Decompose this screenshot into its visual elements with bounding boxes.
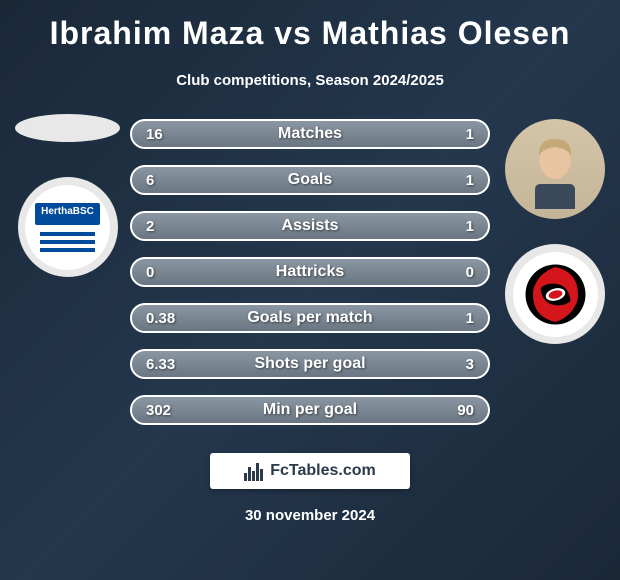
stat-right-value: 90 [457, 402, 474, 419]
stat-right-value: 1 [466, 310, 474, 327]
stat-left-value: 0.38 [146, 310, 175, 327]
club-left-avatar [18, 177, 118, 277]
stats-area: 16 Matches 1 6 Goals 1 2 Assists 1 0 Hat… [10, 119, 610, 425]
person-icon [515, 129, 595, 209]
stat-row-goals-per-match: 0.38 Goals per match 1 [130, 303, 490, 333]
stat-label: Assists [282, 217, 339, 235]
stat-right-value: 3 [466, 356, 474, 373]
footer-brand-button[interactable]: FcTables.com [210, 453, 410, 489]
right-avatars [505, 119, 605, 344]
hertha-logo-icon [25, 185, 110, 270]
stat-left-value: 16 [146, 126, 163, 143]
page-subtitle: Club competitions, Season 2024/2025 [176, 72, 444, 89]
left-avatars [15, 114, 120, 277]
date-text: 30 november 2024 [245, 507, 375, 524]
stat-right-value: 0 [466, 264, 474, 281]
stat-row-shots-per-goal: 6.33 Shots per goal 3 [130, 349, 490, 379]
stat-row-goals: 6 Goals 1 [130, 165, 490, 195]
player-right-avatar [505, 119, 605, 219]
page-title: Ibrahim Maza vs Mathias Olesen [50, 15, 571, 52]
stat-label: Matches [278, 125, 342, 143]
footer-brand-text: FcTables.com [270, 462, 376, 480]
stat-label: Min per goal [263, 401, 357, 419]
stat-left-value: 2 [146, 218, 154, 235]
stat-label: Goals [288, 171, 332, 189]
stat-left-value: 6 [146, 172, 154, 189]
stat-right-value: 1 [466, 218, 474, 235]
stat-row-matches: 16 Matches 1 [130, 119, 490, 149]
stat-left-value: 302 [146, 402, 171, 419]
stats-list: 16 Matches 1 6 Goals 1 2 Assists 1 0 Hat… [130, 119, 490, 425]
player-left-avatar [15, 114, 120, 142]
stat-label: Goals per match [247, 309, 372, 327]
stat-row-min-per-goal: 302 Min per goal 90 [130, 395, 490, 425]
stat-label: Hattricks [276, 263, 344, 281]
bar-chart-icon [244, 461, 264, 481]
stat-label: Shots per goal [254, 355, 365, 373]
stat-left-value: 0 [146, 264, 154, 281]
stat-left-value: 6.33 [146, 356, 175, 373]
stat-right-value: 1 [466, 126, 474, 143]
stat-row-assists: 2 Assists 1 [130, 211, 490, 241]
club-right-avatar [505, 244, 605, 344]
stat-right-value: 1 [466, 172, 474, 189]
comparison-card: Ibrahim Maza vs Mathias Olesen Club comp… [0, 0, 620, 580]
hurricane-logo-icon [513, 252, 598, 337]
stat-row-hattricks: 0 Hattricks 0 [130, 257, 490, 287]
